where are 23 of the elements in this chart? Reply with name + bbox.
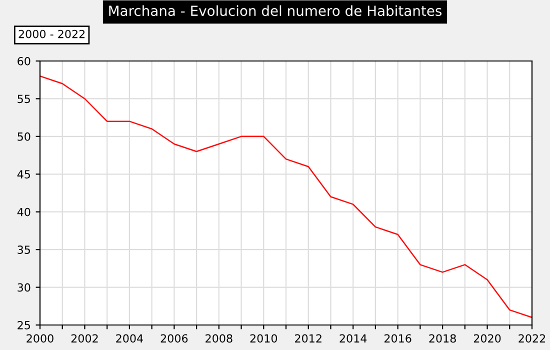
x-tick-label: 2010 (250, 334, 278, 343)
x-tick-label: 2022 (518, 334, 546, 343)
y-tick-label: 55 (18, 94, 30, 104)
x-tick-label: 2008 (206, 334, 232, 343)
y-tick-label: 45 (17, 170, 30, 179)
x-tick-label: 2020 (474, 334, 501, 343)
y-tick-label: 30 (18, 283, 30, 292)
x-tick-label: 2002 (71, 334, 98, 343)
x-tick-label: 2016 (384, 334, 412, 343)
y-tick-label: 35 (18, 246, 30, 254)
x-tick-label: 2012 (295, 334, 322, 343)
chart-subtitle: 2000 - 2022 (18, 30, 85, 38)
y-tick-label: 25 (18, 320, 30, 330)
x-tick-label: 2014 (340, 334, 367, 343)
y-tick-label: 40 (17, 208, 30, 216)
x-tick-label: 2006 (160, 334, 188, 343)
x-tick-label: 2000 (26, 334, 54, 343)
line-series (40, 75, 532, 318)
x-tick-label: 2004 (116, 334, 143, 343)
y-tick-label: 50 (18, 132, 30, 141)
y-tick-label: 60 (18, 56, 30, 66)
chart-title: Marchana - Evolucion del numero de Habitantes (109, 5, 442, 16)
x-tick-label: 2018 (429, 334, 456, 343)
